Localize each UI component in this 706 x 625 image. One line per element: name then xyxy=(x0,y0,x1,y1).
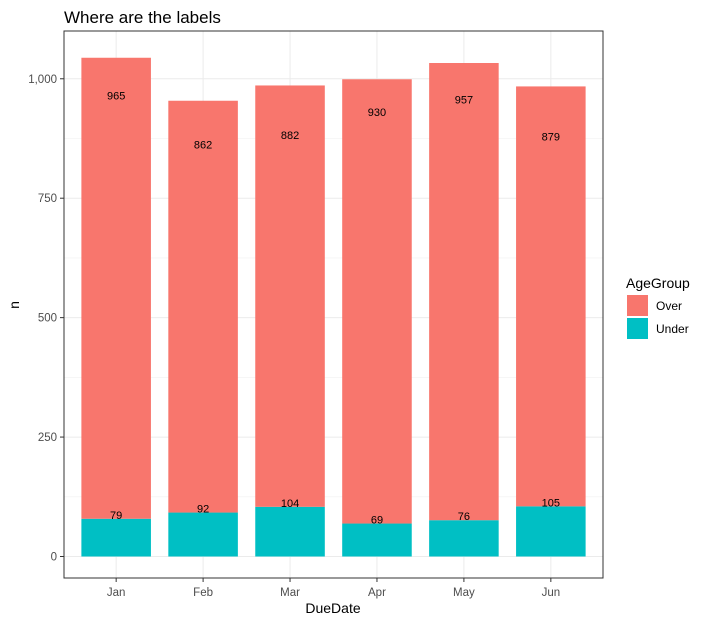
y-axis-title: n xyxy=(6,301,22,309)
legend-swatch-under xyxy=(627,318,648,339)
data-label-under: 105 xyxy=(542,497,560,509)
y-tick-label: 1,000 xyxy=(28,74,57,86)
legend: AgeGroup Over Under xyxy=(626,275,690,339)
bar-under xyxy=(516,506,586,557)
bar-over xyxy=(255,85,325,507)
y-tick-label: 0 xyxy=(51,552,57,564)
data-label-under: 69 xyxy=(371,515,383,527)
x-tick-label: Feb xyxy=(193,587,213,599)
y-tick-label: 500 xyxy=(38,313,57,325)
data-label-over: 862 xyxy=(194,140,212,152)
bars xyxy=(81,57,586,557)
bar-under xyxy=(255,506,325,557)
data-label-over: 957 xyxy=(455,94,473,106)
bar-over xyxy=(429,63,499,521)
x-axis-ticks: Jan Feb Mar Apr May Jun xyxy=(107,578,560,599)
data-label-over: 882 xyxy=(281,130,299,142)
bar-under xyxy=(342,523,412,557)
data-labels: 965 79 862 92 882 104 930 69 957 76 879 105 xyxy=(107,90,560,526)
bar-under xyxy=(81,518,151,557)
legend-entries: Over Under xyxy=(627,295,689,339)
legend-label-under: Under xyxy=(656,322,689,336)
plot-panel xyxy=(64,31,603,578)
x-tick-label: Jun xyxy=(542,587,561,599)
legend-label-over: Over xyxy=(656,299,682,313)
x-tick-label: Jan xyxy=(107,587,126,599)
bar-under xyxy=(429,520,499,557)
data-label-under: 79 xyxy=(110,510,122,522)
chart-title: Where are the labels xyxy=(64,8,221,27)
panel-border xyxy=(63,30,604,579)
legend-swatch-over xyxy=(627,295,648,316)
x-tick-label: Apr xyxy=(368,587,386,599)
data-label-under: 76 xyxy=(458,511,470,523)
x-axis-title: DueDate xyxy=(305,600,360,616)
data-label-over: 930 xyxy=(368,107,386,119)
bar-over xyxy=(81,57,151,519)
data-label-over: 879 xyxy=(542,132,560,144)
bar-under xyxy=(168,512,238,557)
x-tick-label: May xyxy=(453,587,475,599)
bar-over xyxy=(342,79,412,524)
data-label-over: 965 xyxy=(107,90,125,102)
data-label-under: 104 xyxy=(281,498,299,510)
y-axis-ticks: 0 250 500 750 1,000 xyxy=(28,74,64,564)
y-tick-label: 250 xyxy=(38,432,57,444)
legend-title: AgeGroup xyxy=(626,275,690,291)
x-tick-label: Mar xyxy=(280,587,300,599)
data-label-under: 92 xyxy=(197,504,209,516)
bar-over xyxy=(168,100,238,513)
y-tick-label: 750 xyxy=(38,193,57,205)
bar-over xyxy=(516,86,586,507)
